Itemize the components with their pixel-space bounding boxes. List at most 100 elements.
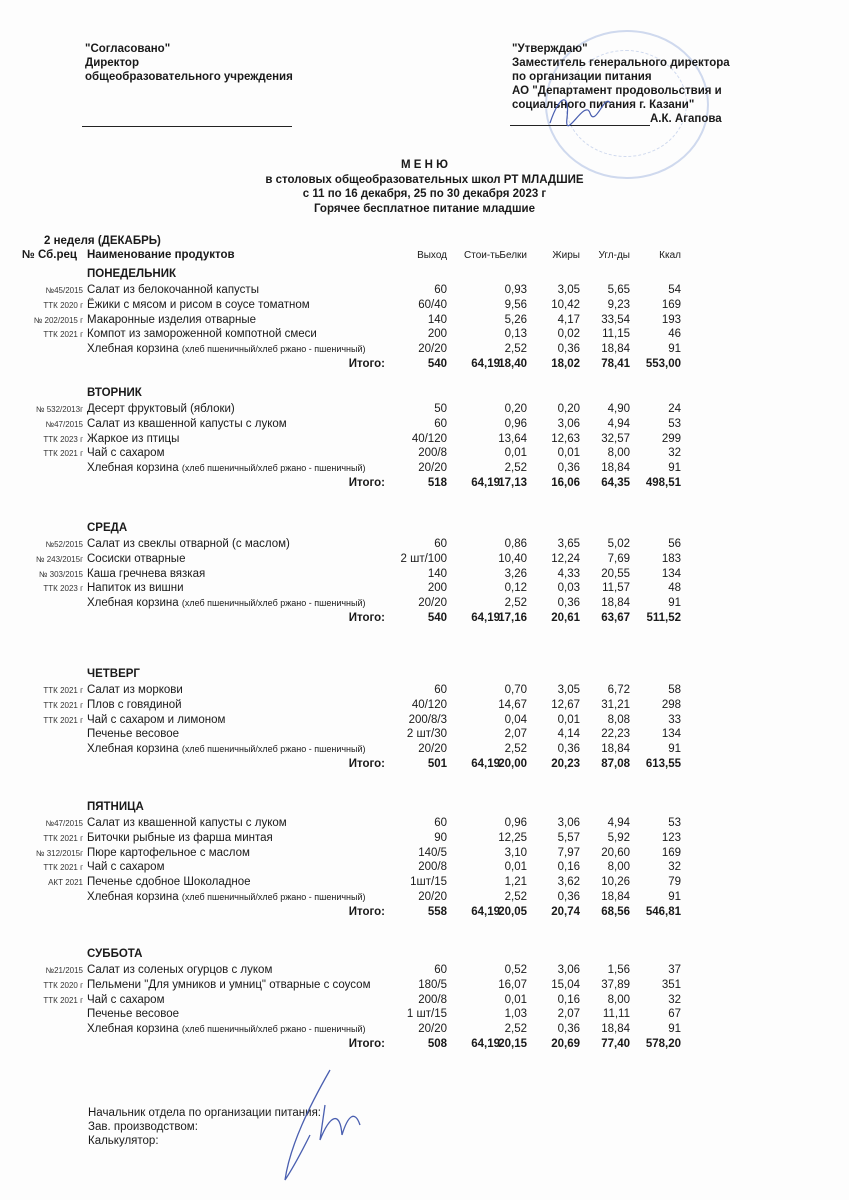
kcal: 79 [668,876,681,889]
kcal: 32 [668,993,681,1006]
total-kcal: 578,20 [645,1038,681,1050]
menu-item-row: ТТК 2021 г Чай с сахаром 200/8 0,01 0,01… [0,446,849,461]
protein: 0,01 [504,993,527,1006]
portion: 50 [434,403,447,415]
fat: 12,67 [551,698,580,711]
approval-left-org: общеобразовательного учреждения [85,71,293,83]
total-kcal: 511,52 [646,612,681,624]
dish-name-text: Салат из квашенной капусты с луком [87,417,287,430]
portion: 140 [427,313,447,326]
recipe-code: ТТК 2021 г [43,330,83,340]
kcal: 32 [668,861,681,874]
total-row: Итого: 518 64,19 17,13 16,06 64,35 498,5… [0,476,849,491]
portion: 1 шт/15 [406,1008,447,1021]
carbs: 8,00 [607,861,630,874]
portion: 60 [434,684,447,696]
total-label: Итого: [348,1038,385,1050]
dish-name: Печенье весовое [87,727,179,742]
total-cost: 64,19 [471,1038,500,1050]
total-cost: 64,19 [471,477,500,489]
col-kcal: Ккал [659,250,681,261]
dish-name-text: Чай с сахаром [87,447,165,460]
total-label: Итого: [348,758,385,770]
kcal: 169 [661,846,681,859]
protein: 2,52 [504,462,527,475]
dish-name-text: Хлебная корзина [87,743,179,756]
total-row: Итого: 558 64,19 20,05 20,74 68,56 546,8… [0,905,849,920]
title-dates: с 11 по 16 декабря, 25 по 30 декабря 202… [302,188,547,200]
footer-production: Зав. производством: [88,1121,198,1133]
portion: 200/8 [418,861,447,874]
carbs: 33,54 [601,313,630,326]
total-fat: 18,02 [551,358,580,370]
dish-name: Хлебная корзина (хлеб пшеничный/хлеб ржа… [87,596,366,611]
recipe-code: №47/2015 [45,819,84,828]
total-protein: 20,05 [498,905,527,918]
dish-name-text: Салат из соленых огурцов с луком [87,964,273,976]
portion: 60 [434,964,447,976]
dish-name: Чай с сахаром [87,446,165,461]
signature-scribble-right [549,99,611,127]
document-title: М Е Н Ю в столовых общеобразовательных ш… [0,158,849,216]
total-fat: 20,69 [551,1038,580,1050]
menu-item-row: № 202/2015 г Макаронные изделия отварные… [0,313,849,328]
fat: 0,16 [557,861,580,874]
dish-name: Биточки рыбные из фарша минтая [87,831,273,846]
col-protein: Белки [499,250,527,261]
recipe-code: №47/2015 [45,419,84,429]
kcal: 56 [668,538,681,550]
dish-name-text: Салат из квашенной капусты с луком [87,817,287,829]
day-title: ЧЕТВЕРГ [87,668,140,680]
carbs: 10,26 [601,876,630,889]
carbs: 8,00 [607,993,630,1006]
fat: 0,36 [557,891,580,903]
menu-item-row: № 312/2015г Пюре картофельное с маслом 1… [0,846,849,861]
portion: 20/20 [418,891,447,903]
carbs: 5,65 [607,284,630,296]
approval-right-position: Заместитель генерального директора [512,57,730,69]
dish-name-text: Салат из белокочанной капусты [87,284,259,296]
carbs: 20,55 [601,567,630,580]
fat: 3,06 [557,964,580,976]
portion: 60 [434,417,447,430]
menu-item-row: Хлебная корзина (хлеб пшеничный/хлеб ржа… [0,461,849,476]
week-label: 2 неделя (ДЕКАБРЬ) [44,235,161,247]
dish-name: Напиток из вишни [87,581,184,596]
fat: 4,14 [557,728,580,741]
dish-name: Десерт фруктовый (яблоки) [87,402,235,417]
portion: 20/20 [418,597,447,610]
dish-name-text: Хлебная корзина [87,1023,179,1036]
total-carbs: 64,35 [601,477,630,489]
protein: 0,04 [504,713,527,726]
dish-name: Плов с говядиной [87,698,182,713]
approval-left: "Согласовано" Директор общеобразовательн… [85,42,293,84]
title-meal-type: Горячее бесплатное питание младшие [313,202,535,215]
portion: 20/20 [418,743,447,756]
carbs: 5,92 [607,831,630,844]
dish-note: (хлеб пшеничный/хлеб ржано - пшеничный) [181,892,366,902]
total-portion: 508 [427,1038,447,1050]
carbs: 18,84 [601,891,630,903]
fat: 0,02 [557,328,580,341]
recipe-code: ТТК 2021 г [43,863,83,873]
kcal: 123 [661,831,681,844]
kcal: 67 [668,1008,681,1021]
carbs: 18,84 [601,462,630,475]
protein: 2,52 [504,1023,527,1036]
fat: 4,33 [557,567,580,580]
kcal: 24 [668,403,681,415]
menu-item-row: Хлебная корзина (хлеб пшеничный/хлеб ржа… [0,596,849,611]
menu-item-row: Хлебная корзина (хлеб пшеничный/хлеб ржа… [0,890,849,905]
recipe-code: №45/2015 [45,286,84,295]
col-name: Наименование продуктов [87,249,235,261]
footer-calculator: Калькулятор: [88,1135,159,1147]
approval-left-title: "Согласовано" [85,43,171,55]
dish-name: Хлебная корзина (хлеб пшеничный/хлеб ржа… [87,742,366,757]
recipe-code: №52/2015 [45,540,84,549]
carbs: 6,72 [607,684,630,696]
recipe-code: №21/2015 [45,966,84,975]
dish-name-text: Макаронные изделия отварные [87,313,257,326]
fat: 0,36 [557,1023,580,1036]
total-kcal: 498,51 [645,477,681,489]
dish-name-text: Хлебная корзина [87,891,179,903]
